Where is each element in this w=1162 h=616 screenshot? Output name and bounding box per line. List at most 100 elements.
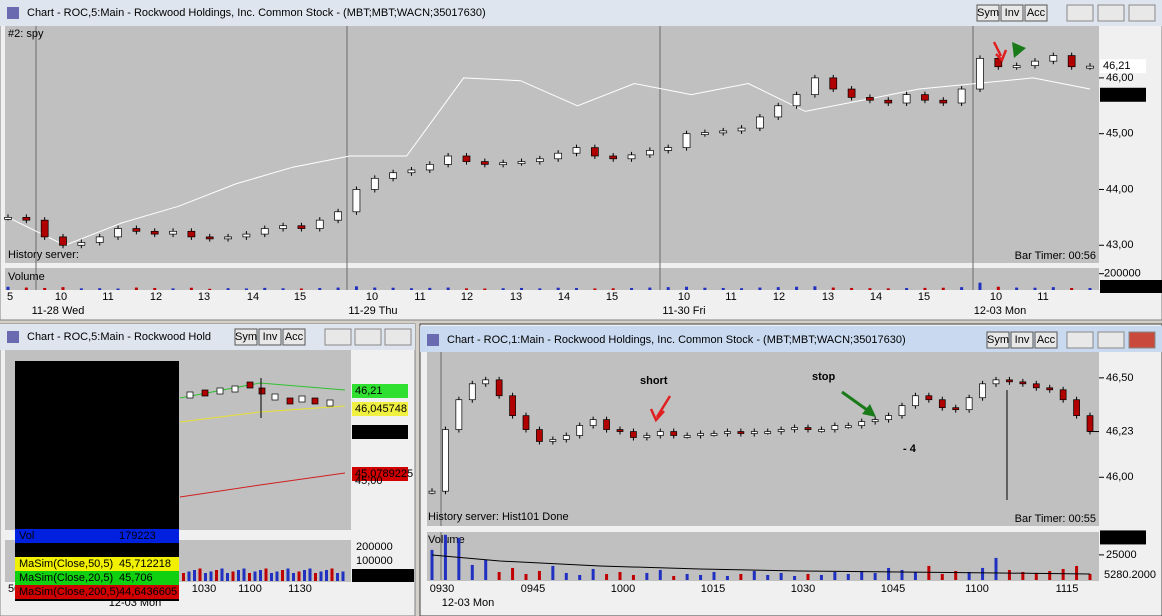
x-tick-label: 12 xyxy=(150,291,162,303)
icon xyxy=(7,7,19,19)
content: Chart - ROC,5:Main - Rockwood Holdings, … xyxy=(4,4,1162,609)
toolbar-button[interactable] xyxy=(986,331,1010,349)
data-value: 45,6975 xyxy=(119,376,159,388)
spy-line xyxy=(7,77,1091,246)
icon xyxy=(7,331,19,343)
price-tag xyxy=(1100,530,1146,545)
candle-shape xyxy=(326,399,334,407)
volume-bar xyxy=(373,287,377,290)
candle xyxy=(1046,387,1054,391)
volume-bar xyxy=(873,572,877,580)
volume-shape xyxy=(242,568,246,581)
toolbar-button[interactable] xyxy=(1034,331,1058,349)
close-button[interactable] xyxy=(1128,331,1156,349)
window-control[interactable] xyxy=(1066,331,1094,349)
toolbar-button[interactable] xyxy=(282,328,306,346)
data-value: EST xyxy=(119,418,141,430)
x-tick-label: 14 xyxy=(870,291,882,303)
toolbar-button[interactable] xyxy=(1024,4,1048,22)
x-tick-label: 11 xyxy=(414,291,425,303)
x-tick-label: 10 xyxy=(55,291,67,303)
candle xyxy=(912,395,919,407)
toolbar-button[interactable] xyxy=(976,4,1000,22)
data-label: Range xyxy=(19,488,51,500)
candle xyxy=(719,130,728,134)
window-control[interactable] xyxy=(1097,4,1125,22)
candle xyxy=(572,147,581,154)
volume-bar xyxy=(153,287,157,290)
x-tick-label: 15 xyxy=(918,291,930,303)
volume-bar xyxy=(900,569,904,580)
date-label: 11-30 Fri xyxy=(662,305,705,317)
candle xyxy=(589,419,597,426)
candle xyxy=(656,431,664,436)
candle xyxy=(169,230,177,235)
window-control[interactable] xyxy=(324,328,352,346)
candle xyxy=(884,99,893,104)
candle xyxy=(132,228,141,232)
volume-bar xyxy=(740,288,744,290)
toolbar-button[interactable] xyxy=(1000,4,1024,22)
toolbar-button-label: Inv xyxy=(263,331,278,343)
candle xyxy=(831,425,839,430)
volume-bar xyxy=(1021,571,1025,580)
candle xyxy=(777,429,785,432)
data-row-bg xyxy=(15,571,179,585)
volume-bar xyxy=(208,288,212,290)
volume-bar xyxy=(1051,287,1055,290)
volume-tag-label: 5280.2000 xyxy=(1104,569,1156,581)
volume-bar xyxy=(578,574,582,580)
volume-bar xyxy=(672,575,676,580)
x-tick-label: 10 xyxy=(990,291,1002,303)
price-tag-label: 46,21 xyxy=(355,385,383,397)
toolbar-button[interactable] xyxy=(1010,331,1034,349)
data-value: 45,87 xyxy=(119,474,147,486)
icon xyxy=(427,334,439,346)
volume-pane xyxy=(427,532,1099,581)
data-label: Cursor xyxy=(19,376,52,388)
toolbar-button-label: Sym xyxy=(235,331,257,343)
toolbar-button-label: Sym xyxy=(987,334,1009,346)
candle xyxy=(818,429,825,432)
window-control[interactable] xyxy=(1066,4,1094,22)
price-tag xyxy=(352,402,408,416)
volume-bar xyxy=(868,288,872,290)
bar-timer: Bar Timer: 00:55 xyxy=(1015,513,1096,525)
volume-bar xyxy=(831,287,835,290)
pane-divider xyxy=(427,526,1099,532)
toolbar-button[interactable] xyxy=(258,328,282,346)
y-tick-label: 46,00 xyxy=(1106,471,1134,483)
x-tick-label: 1045 xyxy=(881,583,905,595)
volume-bar xyxy=(1070,287,1074,290)
candle xyxy=(224,236,232,240)
window-control[interactable] xyxy=(354,328,382,346)
toolbar-button[interactable] xyxy=(234,328,258,346)
x-tick-label: 11 xyxy=(1037,291,1048,303)
candle xyxy=(965,397,973,411)
volume-shape xyxy=(341,571,345,581)
volume-shape xyxy=(336,573,339,581)
volume-bar xyxy=(813,286,817,290)
volume-bar xyxy=(336,287,340,290)
window-control[interactable] xyxy=(384,328,412,346)
volume-shape xyxy=(319,571,323,581)
y-tick-label: 200000 xyxy=(1104,268,1141,280)
volume-bar xyxy=(940,573,944,580)
candle-shape xyxy=(286,397,294,405)
volume-bar xyxy=(795,286,799,290)
candle xyxy=(260,228,269,235)
volume-shape xyxy=(253,571,257,581)
volume-bar xyxy=(556,287,560,290)
data-label: Zone xyxy=(19,418,44,430)
volume-bar xyxy=(244,288,248,290)
window-control[interactable] xyxy=(1097,331,1125,349)
candle xyxy=(994,58,1003,68)
candle xyxy=(455,399,463,430)
volume-bar xyxy=(484,559,488,580)
volume-bar xyxy=(98,288,102,290)
window-control[interactable] xyxy=(1128,4,1156,22)
volume-bar xyxy=(886,288,890,290)
volume-tag-label: 23623.8667 xyxy=(354,570,412,582)
candle xyxy=(95,236,104,243)
candle xyxy=(866,97,874,101)
